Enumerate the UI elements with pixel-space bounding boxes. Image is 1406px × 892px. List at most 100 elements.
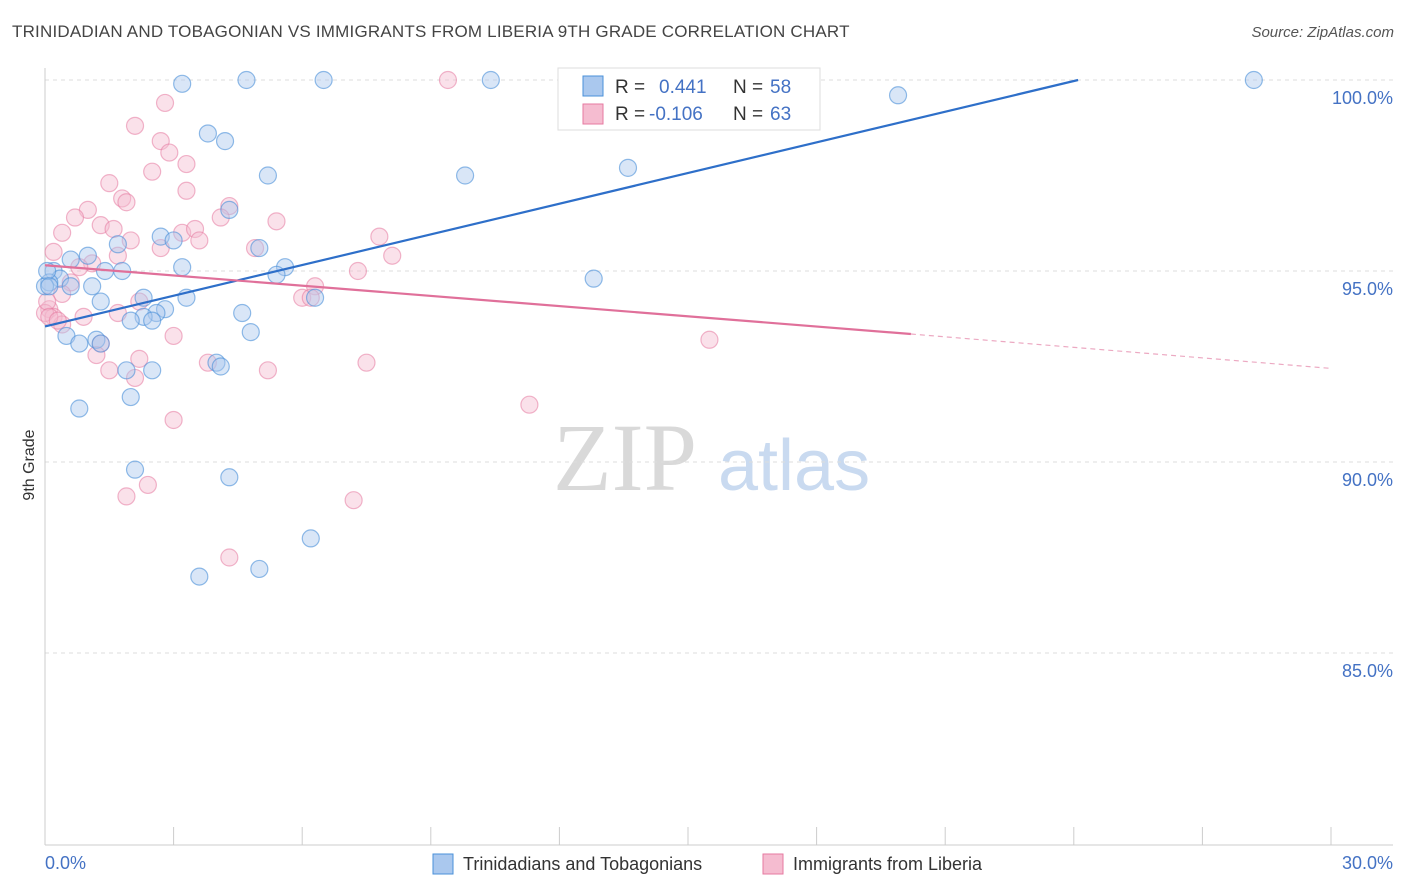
- trinidad-point: [91, 334, 110, 353]
- trinidad-point: [1244, 70, 1263, 90]
- liberia-point: [438, 70, 458, 90]
- trinidad-point: [618, 158, 638, 177]
- liberia-point: [160, 143, 179, 162]
- trinidad-point: [117, 361, 136, 380]
- liberia-point: [348, 261, 368, 281]
- liberia-point: [220, 548, 239, 567]
- liberia-point: [100, 174, 119, 193]
- x-tick-label-max: 30.0%: [1342, 853, 1393, 873]
- y-tick-label: 100.0%: [1332, 88, 1393, 108]
- source-label: Source: ZipAtlas.com: [1251, 24, 1394, 41]
- trinidad-point: [164, 231, 183, 250]
- trinidad-point: [173, 74, 192, 93]
- liberia-point: [87, 345, 106, 365]
- chart-title: TRINIDADIAN AND TOBAGONIAN VS IMMIGRANTS…: [12, 22, 850, 41]
- liberia-point: [267, 212, 286, 231]
- trinidad-point: [121, 311, 140, 330]
- trinidad-point: [35, 277, 55, 296]
- trinidad-point: [305, 288, 325, 307]
- bottom-legend-blue-label: Trinidadians and Tobagonians: [463, 854, 702, 874]
- liberia-point: [245, 238, 265, 258]
- legend-pink-swatch: [582, 103, 604, 125]
- series-liberia-points: [35, 70, 719, 567]
- liberia-point: [53, 223, 72, 242]
- trinidad-trend-line: [44, 78, 1079, 328]
- liberia-point: [117, 487, 136, 506]
- x-tick-label-min: 0.0%: [45, 853, 86, 873]
- trinidad-point: [108, 235, 127, 254]
- liberia-trend-extension: [910, 333, 1332, 370]
- series-legend: Trinidadians and Tobagonians Immigrants …: [432, 853, 983, 875]
- liberia-point: [177, 154, 196, 174]
- legend-blue-n-value: 58: [770, 77, 791, 98]
- legend-blue-n-label: N =: [733, 77, 763, 98]
- liberia-point: [48, 311, 67, 330]
- liberia-point: [38, 292, 57, 311]
- trinidad-point: [121, 387, 140, 407]
- liberia-point: [383, 246, 402, 265]
- liberia-point: [117, 193, 136, 212]
- correlation-legend: R = 0.441 N = 58 R = -0.106 N = 63: [557, 67, 821, 131]
- legend-pink-n-label: N =: [733, 104, 763, 125]
- trinidad-point: [143, 311, 162, 330]
- y-tick-label: 85.0%: [1342, 661, 1393, 681]
- trinidad-point: [301, 529, 320, 548]
- liberia-point: [143, 162, 162, 181]
- liberia-point: [301, 288, 320, 307]
- bottom-legend-pink-swatch: [762, 853, 784, 875]
- liberia-point: [164, 326, 183, 346]
- trinidad-point: [125, 460, 145, 479]
- liberia-point: [344, 491, 363, 510]
- trinidad-point: [481, 70, 500, 90]
- trinidad-point: [83, 277, 102, 296]
- trinidad-point: [40, 277, 59, 296]
- liberia-point: [177, 181, 196, 200]
- liberia-point: [185, 219, 205, 239]
- liberia-point: [138, 475, 157, 495]
- liberia-point: [700, 330, 719, 349]
- trinidad-point: [237, 70, 256, 90]
- trinidad-point: [155, 300, 175, 319]
- trinidad-point: [220, 200, 239, 219]
- liberia-point: [44, 242, 63, 261]
- trinidad-point: [584, 269, 603, 288]
- trinidad-point: [314, 70, 333, 90]
- x-ticks: [44, 827, 1332, 845]
- legend-blue-swatch: [582, 75, 604, 97]
- liberia-point: [104, 219, 123, 239]
- trinidad-point: [198, 124, 217, 143]
- trinidad-point: [233, 303, 252, 323]
- legend-pink-r-value: -0.106: [649, 104, 703, 125]
- trinidad-point: [220, 468, 239, 487]
- liberia-point: [130, 349, 149, 368]
- watermark-atlas: atlas: [718, 426, 870, 506]
- y-tick-labels: 85.0% 90.0% 95.0% 100.0%: [1332, 88, 1393, 681]
- series-trinidad-points: [35, 70, 1263, 586]
- liberia-point: [155, 93, 175, 113]
- liberia-trend-line: [44, 264, 911, 336]
- legend-blue-r-label: R =: [615, 77, 645, 98]
- trinidad-point: [70, 334, 89, 353]
- trinidad-point: [211, 357, 230, 376]
- trinidad-point: [78, 246, 97, 265]
- y-tick-label: 95.0%: [1342, 279, 1393, 299]
- liberia-point: [65, 208, 85, 227]
- trinidad-point: [455, 166, 475, 185]
- trinidad-point: [190, 567, 209, 586]
- axes: [44, 68, 1393, 846]
- trend-lines: [44, 78, 1332, 370]
- legend-pink-r-label: R =: [615, 104, 645, 125]
- legend-pink-n-value: 63: [770, 104, 791, 125]
- bottom-legend-pink-label: Immigrants from Liberia: [793, 854, 983, 874]
- trinidad-point: [61, 277, 80, 296]
- trinidad-point: [241, 323, 260, 342]
- liberia-point: [190, 231, 209, 250]
- watermark-zip: ZIP: [553, 404, 697, 511]
- liberia-point: [370, 227, 389, 246]
- trinidad-point: [143, 361, 162, 380]
- trinidad-point: [258, 166, 278, 185]
- liberia-point: [520, 395, 539, 414]
- liberia-point: [125, 116, 145, 135]
- y-tick-label: 90.0%: [1342, 470, 1393, 490]
